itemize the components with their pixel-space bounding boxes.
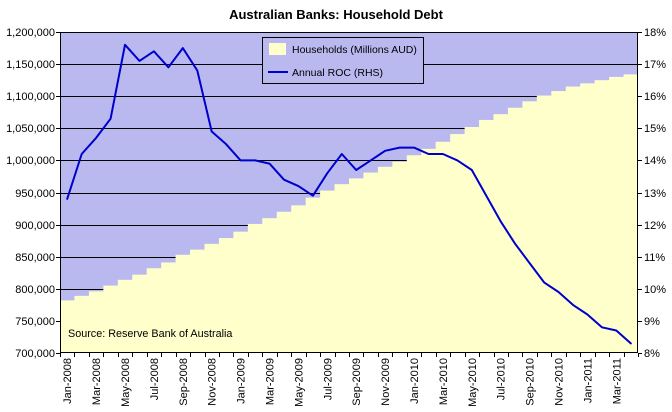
bar-households: [190, 249, 206, 353]
x-axis-tick-label: Sep-2009: [351, 358, 363, 406]
bar-households: [146, 268, 162, 353]
bar-households: [60, 300, 76, 353]
bar-households: [565, 86, 581, 353]
bar-households: [450, 134, 466, 353]
right-axis-tick-label: 8%: [644, 348, 660, 360]
legend-swatch-households: [269, 43, 286, 55]
source-annotation: Source: Reserve Bank of Australia: [68, 328, 232, 340]
x-axis-tick-label: May-2010: [467, 358, 479, 407]
plot-border: [60, 32, 638, 353]
right-axis-tick-label: 14%: [644, 155, 666, 167]
bar-households: [493, 114, 509, 353]
bar-households: [623, 74, 638, 353]
left-axis-tick-label: 1,050,000: [6, 123, 55, 135]
right-axis-tick-label: 17%: [644, 59, 666, 71]
bar-households: [536, 95, 552, 353]
bar-households: [609, 76, 625, 353]
bar-households: [233, 231, 249, 353]
right-axis-tick-label: 13%: [644, 188, 666, 200]
x-axis-tick-label: May-2008: [120, 358, 132, 407]
bar-households: [551, 91, 567, 353]
bar-households: [349, 178, 365, 353]
legend-label-annual-roc: Annual ROC (RHS): [292, 67, 383, 79]
x-axis-tick-label: Jul-2009: [322, 358, 334, 400]
left-axis-tick-label: 850,000: [15, 252, 55, 264]
left-axis-tick-label: 750,000: [15, 316, 55, 328]
annual-roc-line: [66, 43, 632, 345]
left-axis-tick-label: 700,000: [15, 348, 55, 360]
bar-households: [161, 262, 177, 353]
x-axis-tick-label: Jan-2009: [236, 358, 248, 404]
bar-households: [175, 254, 191, 353]
bar-households: [103, 285, 119, 353]
x-axis-tick-label: Nov-2010: [554, 358, 566, 406]
bar-households: [522, 101, 538, 353]
x-axis-tick-label: Sep-2008: [178, 358, 190, 406]
right-axis-tick-label: 12%: [644, 220, 666, 232]
x-axis-tick-label: Sep-2010: [525, 358, 537, 406]
x-axis-tick-label: Mar-2008: [91, 358, 103, 405]
bar-households: [291, 205, 307, 353]
bar-households: [392, 161, 408, 353]
left-axis-tick-label: 1,000,000: [6, 155, 55, 167]
bar-households: [334, 184, 350, 353]
x-axis-tick-label: Mar-2009: [265, 358, 277, 405]
right-axis-tick-label: 9%: [644, 316, 660, 328]
axes: 700,000 750,000 800,000 850,000 900,000 950,0…: [6, 27, 666, 407]
right-axis-tick-label: 18%: [644, 27, 666, 39]
x-axis-tick-label: Mar-2010: [438, 358, 450, 405]
right-axis-tick-label: 16%: [644, 91, 666, 103]
households-bars: [60, 74, 638, 353]
bar-households: [74, 295, 90, 353]
legend: Households (Millions AUD) Annual ROC (RH…: [262, 37, 424, 84]
left-axis-tick-label: 800,000: [15, 284, 55, 296]
bar-households: [88, 291, 104, 353]
bar-households: [421, 148, 437, 353]
left-axis-tick-label: 950,000: [15, 188, 55, 200]
x-axis-tick-label: Jul-2008: [149, 358, 161, 400]
legend-box: [262, 37, 424, 84]
bar-households: [247, 223, 263, 353]
bar-households: [507, 107, 523, 353]
x-axis-tick-label: Jan-2010: [409, 358, 421, 404]
x-axis-tick-label: Mar-2011: [611, 358, 623, 404]
bar-households: [218, 238, 234, 353]
bar-households: [276, 211, 292, 353]
x-axis-tick-label: Jul-2010: [496, 358, 508, 400]
x-axis-tick-label: Nov-2008: [207, 358, 219, 406]
bar-households: [204, 243, 220, 353]
left-axis-tick-label: 1,150,000: [6, 59, 55, 71]
chart-title: Australian Banks: Household Debt: [229, 7, 443, 22]
bar-households: [580, 83, 596, 353]
series-line-annual-roc: [66, 43, 632, 345]
x-axis-tick-label: May-2009: [293, 358, 305, 407]
bar-households: [464, 127, 480, 353]
legend-label-households: Households (Millions AUD): [292, 44, 417, 56]
bar-households: [406, 155, 422, 353]
bar-households: [305, 197, 321, 353]
bar-households: [363, 172, 379, 353]
right-axis-tick-label: 11%: [644, 252, 665, 264]
right-axis-tick-label: 15%: [644, 123, 666, 135]
bar-households: [479, 119, 495, 353]
bar-households: [377, 166, 393, 353]
left-axis-tick-label: 1,100,000: [6, 91, 55, 103]
x-axis-tick-label: Jan-2011: [582, 358, 594, 403]
bar-households: [594, 80, 610, 353]
bar-households: [132, 274, 148, 353]
bar-households: [262, 218, 278, 353]
bar-households: [117, 279, 133, 353]
left-axis-tick-label: 1,200,000: [6, 27, 55, 39]
x-axis-tick-label: Jan-2008: [62, 358, 74, 404]
x-axis-tick-label: Nov-2009: [380, 358, 392, 406]
left-axis-tick-label: 900,000: [15, 220, 55, 232]
bar-households: [320, 190, 336, 353]
bar-households: [435, 141, 451, 353]
right-axis-tick-label: 10%: [644, 284, 666, 296]
